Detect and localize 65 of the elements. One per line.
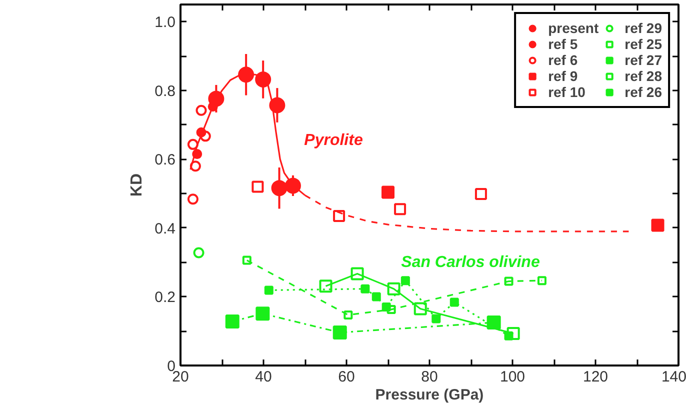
y-tick-label: 0.6 bbox=[154, 152, 176, 169]
point bbox=[504, 276, 514, 286]
point bbox=[269, 97, 286, 114]
point bbox=[387, 282, 400, 296]
point bbox=[196, 104, 207, 116]
legend-label: present bbox=[548, 20, 599, 36]
point bbox=[208, 102, 218, 112]
point bbox=[651, 218, 664, 232]
point bbox=[256, 306, 270, 321]
point bbox=[474, 188, 487, 200]
point bbox=[382, 186, 394, 199]
point bbox=[332, 325, 347, 340]
y-axis-title: KD bbox=[128, 173, 146, 197]
point bbox=[414, 302, 427, 316]
annotation: Pyrolite bbox=[304, 132, 363, 149]
legend-label: ref 10 bbox=[548, 84, 586, 100]
legend-label: ref 28 bbox=[624, 68, 662, 84]
y-tick-label: 0.2 bbox=[154, 289, 176, 306]
legend-label: ref 26 bbox=[624, 84, 662, 100]
point bbox=[242, 256, 252, 265]
legend-label: ref 25 bbox=[624, 36, 662, 52]
legend-label: ref 29 bbox=[624, 20, 662, 36]
y-tick-label: 0.8 bbox=[154, 82, 176, 100]
annotation: San Carlos olivine bbox=[401, 254, 540, 271]
point bbox=[255, 71, 272, 88]
point bbox=[238, 66, 254, 83]
x-tick-label: 140 bbox=[661, 368, 686, 386]
point bbox=[319, 280, 332, 293]
point bbox=[350, 267, 364, 280]
point bbox=[200, 130, 211, 142]
point bbox=[360, 284, 370, 294]
point bbox=[264, 286, 274, 295]
point bbox=[193, 247, 204, 258]
y-tick-label: 0.4 bbox=[154, 220, 176, 238]
point bbox=[372, 292, 381, 302]
point bbox=[192, 149, 202, 160]
legend-label: ref 6 bbox=[548, 52, 578, 68]
point bbox=[432, 314, 441, 324]
point bbox=[506, 327, 520, 340]
point bbox=[400, 276, 410, 286]
point bbox=[284, 178, 301, 194]
point bbox=[344, 310, 353, 320]
x-tick-label: 120 bbox=[582, 368, 608, 386]
legend-label: ref 5 bbox=[548, 36, 578, 52]
legend-label: ref 9 bbox=[548, 68, 578, 84]
point bbox=[225, 314, 240, 328]
point bbox=[386, 304, 396, 314]
point bbox=[187, 194, 198, 205]
y-tick-label: 1.0 bbox=[154, 14, 176, 32]
x-axis-title: Pressure (GPa) bbox=[375, 386, 484, 404]
point bbox=[252, 180, 264, 193]
x-tick-label: 80 bbox=[421, 368, 438, 386]
point bbox=[382, 302, 391, 312]
point bbox=[190, 160, 201, 172]
x-tick-label: 100 bbox=[500, 368, 526, 386]
legend-label: ref 27 bbox=[624, 52, 662, 68]
point bbox=[394, 203, 406, 216]
point bbox=[271, 180, 288, 196]
x-tick-label: 40 bbox=[255, 368, 272, 386]
point bbox=[450, 298, 459, 307]
point bbox=[333, 210, 346, 222]
x-tick-label: 60 bbox=[338, 368, 355, 386]
point bbox=[486, 316, 501, 330]
point bbox=[187, 138, 198, 150]
point bbox=[537, 276, 546, 286]
